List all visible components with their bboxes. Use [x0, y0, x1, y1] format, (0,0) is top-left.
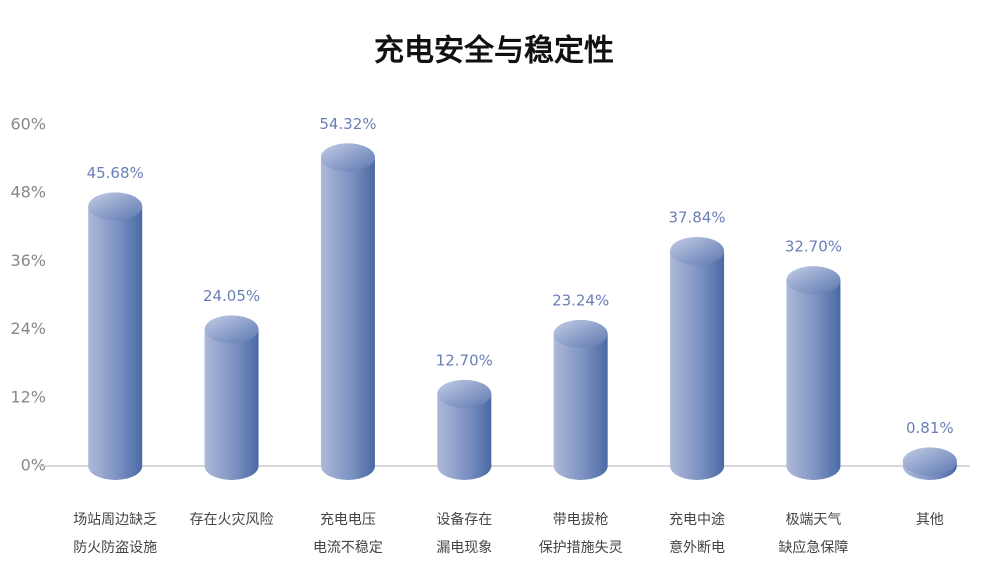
value-label: 54.32% — [319, 115, 376, 133]
value-label: 37.84% — [668, 208, 725, 226]
bar-cap — [437, 379, 492, 408]
x-tick-label: 设备存在 漏电现象 — [436, 512, 493, 556]
value-label: 23.24% — [552, 291, 609, 309]
bar-cap — [902, 447, 957, 476]
bar-cap — [88, 192, 143, 221]
value-label: 32.70% — [785, 238, 842, 256]
bar — [786, 280, 841, 466]
bar — [553, 333, 608, 466]
bar-cap — [670, 236, 725, 265]
x-tick-label: 场站周边缺乏 防火防盗设施 — [73, 512, 158, 556]
y-tick-label: 60% — [10, 115, 46, 134]
y-tick-label: 36% — [10, 251, 46, 270]
value-label: 24.05% — [203, 287, 260, 305]
bar-cap — [553, 319, 608, 348]
x-tick-label: 充电中途 意外断电 — [669, 512, 726, 556]
bar — [670, 250, 725, 466]
x-tick-label: 充电电压 电流不稳定 — [312, 512, 383, 556]
bar-cap — [320, 143, 375, 172]
chart-title: 充电安全与稳定性 — [374, 34, 614, 69]
x-tick-label: 极端天气 缺应急保障 — [778, 512, 849, 556]
value-label: 12.70% — [436, 351, 493, 369]
y-tick-label: 0% — [21, 456, 46, 475]
bar — [88, 206, 143, 467]
x-tick-label: 存在火灾风险 — [189, 512, 274, 528]
y-tick-label: 12% — [10, 387, 46, 406]
bar-cap — [204, 315, 259, 344]
bar — [320, 157, 375, 467]
bar-cap — [786, 266, 841, 295]
bar — [204, 329, 259, 466]
y-tick-label: 24% — [10, 319, 46, 338]
y-tick-label: 48% — [10, 183, 46, 202]
value-label: 45.68% — [87, 164, 144, 182]
value-label: 0.81% — [906, 419, 954, 437]
x-tick-label: 带电拔枪 保护措施失灵 — [538, 512, 623, 556]
x-tick-label: 其他 — [915, 512, 944, 528]
